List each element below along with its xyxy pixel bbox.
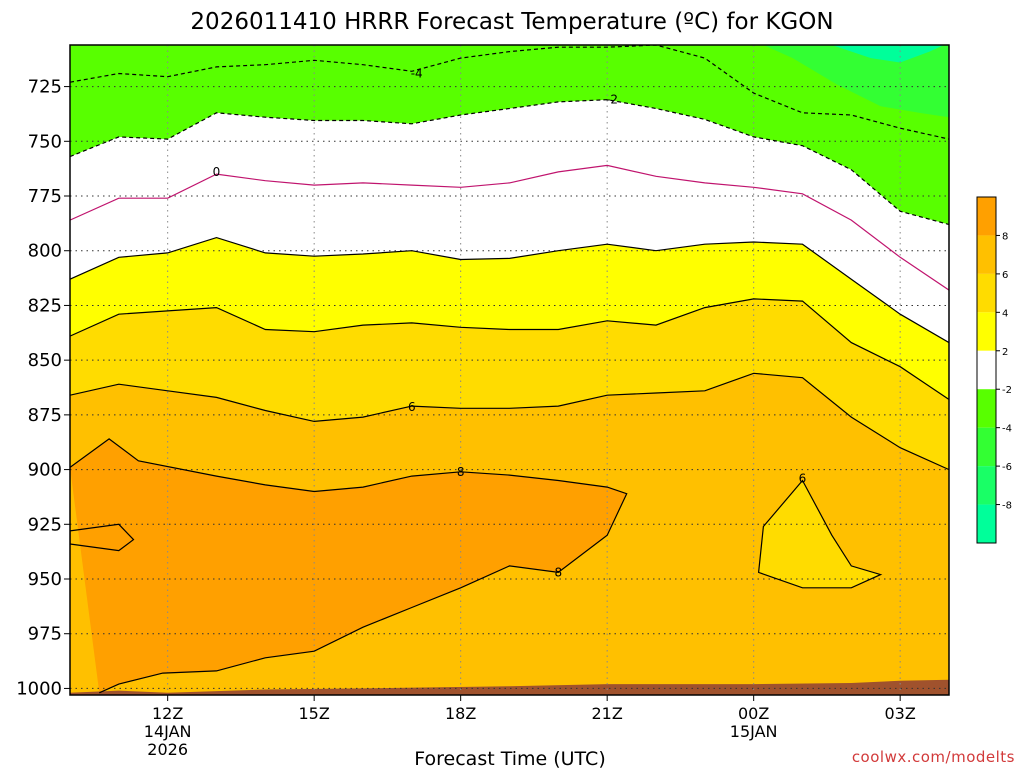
y-tick-label: 925 [28,514,62,535]
contour-line [70,523,135,552]
x-tick-sublabel: 15JAN [730,722,778,741]
colorbar-tick-label: -2 [1002,385,1012,396]
y-tick-label: 875 [28,405,62,426]
fill-pocket-4-6 [758,480,881,588]
x-tick-label: 00Z [738,704,769,723]
colorbar-swatch [977,504,996,543]
ground-surface [70,679,949,695]
colorbar-frame [976,196,997,544]
fill-band-coldest [831,45,945,63]
contour-label: 0 [213,165,221,179]
x-tick-sublabel: 2026 [147,740,188,759]
y-tick-label: 950 [28,569,62,590]
y-tick-label: 800 [28,241,62,262]
colorbar-swatch [977,273,996,313]
colorbar-tick-label: 4 [1002,308,1008,319]
colorbar-swatch [977,312,996,351]
contour-line [70,45,949,140]
x-axis-label: Forecast Time (UTC) [414,748,605,768]
y-tick-label: 1000 [16,678,62,699]
colorbar-tick-label: 8 [1002,231,1008,242]
colorbar-tick-label: -6 [1002,462,1012,473]
colorbar-tick-label: -8 [1002,501,1012,512]
y-tick-label: 850 [28,350,62,371]
contour-line [757,479,883,589]
colorbar-swatch [977,466,996,505]
y-tick-label: 775 [28,186,62,207]
contour-line [70,236,949,344]
colorbar-tick-label: 6 [1002,270,1008,281]
colorbar-swatch [977,235,996,274]
contour-label: 6 [408,400,416,414]
contour-label: 6 [799,471,807,485]
colorbar-tick-label: 2 [1002,347,1008,358]
y-tick-label: 750 [28,131,62,152]
y-tick-label: 900 [28,460,62,481]
contour-label: -4 [411,66,423,80]
chart-title: 2026011410 HRRR Forecast Temperature (ºC… [190,9,833,35]
colorbar-swatch [977,389,996,428]
x-tick-label: 03Z [885,704,916,723]
contour-line [70,372,949,471]
x-tick-label: 18Z [445,704,476,723]
contour-line [70,99,949,226]
x-tick-sublabel: 14JAN [144,722,192,741]
credit-text: coolwx.com/modelts [852,748,1015,766]
contour-label: -2 [606,93,618,107]
colorbar-swatch [977,427,996,467]
contour-label: 8 [555,565,563,579]
contour-label: 8 [457,465,465,479]
colorbar-tick-label: -4 [1002,424,1012,435]
fill-band-warm [70,438,627,693]
colorbar-swatch [977,350,996,390]
y-tick-label: 825 [28,295,62,316]
colorbar-swatch [977,197,996,236]
y-tick-label: 975 [28,624,62,645]
fill-band-colder [763,45,949,118]
plot-frame [69,44,950,696]
x-tick-label: 12Z [152,704,183,723]
contour-line [70,298,949,400]
x-tick-label: 15Z [299,704,330,723]
contour-line [70,164,949,291]
x-tick-label: 21Z [592,704,623,723]
contour-line [70,438,628,694]
y-tick-label: 725 [28,77,62,98]
